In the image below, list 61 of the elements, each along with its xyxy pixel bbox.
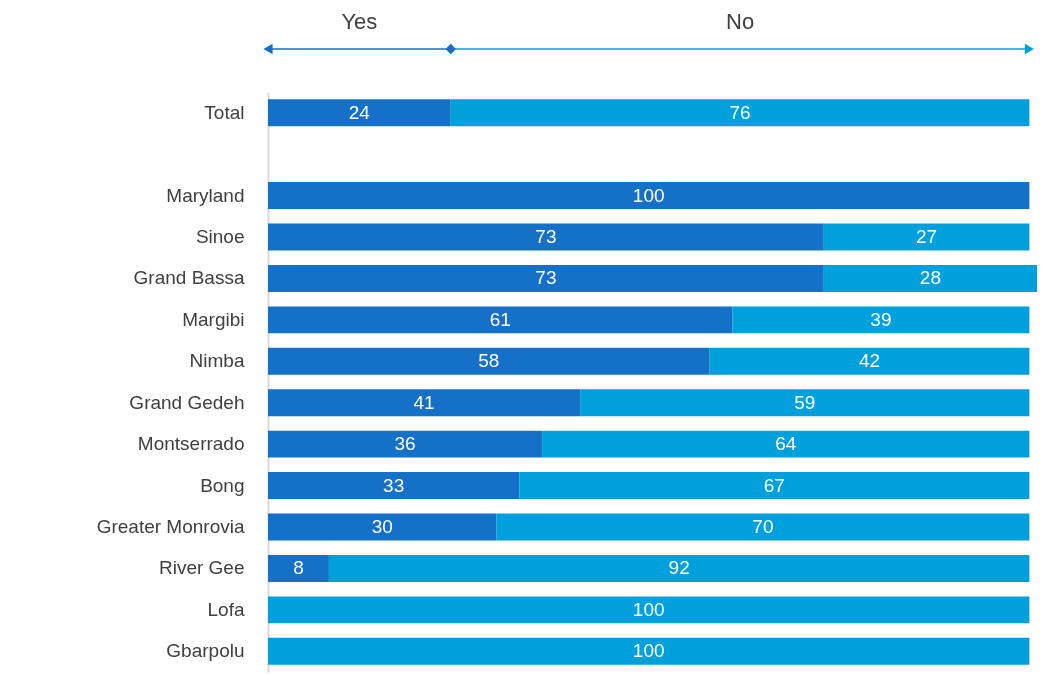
data-label: 8 bbox=[293, 557, 304, 579]
y-tick-label: Grand Gedeh bbox=[129, 391, 245, 413]
data-label: 73 bbox=[535, 267, 557, 289]
data-label: 100 bbox=[632, 640, 665, 662]
bar bbox=[328, 554, 1030, 582]
y-tick-label: Bong bbox=[200, 474, 245, 496]
y-tick-label: Nimba bbox=[189, 350, 245, 372]
data-label: 76 bbox=[729, 101, 751, 123]
y-tick-label: Greater Monrovia bbox=[96, 516, 245, 537]
data-label: 92 bbox=[668, 557, 690, 579]
data-label: 61 bbox=[489, 308, 511, 330]
data-label: 100 bbox=[632, 598, 665, 620]
data-label: 42 bbox=[858, 350, 881, 372]
bar bbox=[823, 264, 1037, 292]
bar bbox=[268, 637, 1030, 665]
bar bbox=[268, 99, 451, 127]
bar bbox=[268, 554, 329, 582]
bar bbox=[580, 389, 1030, 417]
y-tick-label: Grand Bassa bbox=[133, 267, 245, 289]
bar bbox=[268, 306, 733, 334]
y-tick-label: Maryland bbox=[166, 184, 245, 206]
y-tick-label: Sinoe bbox=[195, 226, 245, 247]
bar bbox=[823, 223, 1030, 251]
data-label: 58 bbox=[478, 350, 500, 372]
bar bbox=[519, 472, 1030, 500]
data-label: 73 bbox=[535, 226, 557, 247]
bar bbox=[268, 389, 581, 417]
data-label: 100 bbox=[632, 184, 665, 206]
bar bbox=[268, 182, 1030, 210]
y-tick-label: Montserrado bbox=[137, 433, 245, 455]
text: Yes bbox=[341, 9, 378, 34]
data-label: 41 bbox=[413, 391, 435, 413]
bar bbox=[268, 472, 520, 500]
bar bbox=[268, 264, 824, 292]
y-tick-label: Gbarpolu bbox=[166, 640, 245, 662]
bar bbox=[268, 513, 497, 541]
y-tick-label: River Gee bbox=[158, 557, 245, 579]
data-label: 70 bbox=[752, 516, 774, 537]
data-label: 27 bbox=[916, 226, 938, 247]
bar bbox=[542, 430, 1030, 458]
data-label: 24 bbox=[348, 101, 371, 123]
bar bbox=[709, 347, 1030, 375]
bar bbox=[268, 430, 543, 458]
bar bbox=[268, 347, 710, 375]
bar bbox=[268, 223, 824, 251]
y-tick-label: Margibi bbox=[182, 308, 245, 330]
data-label: 64 bbox=[775, 433, 797, 455]
data-label: 33 bbox=[383, 474, 405, 496]
y-tick-label: Total bbox=[204, 101, 245, 123]
data-label: 39 bbox=[870, 308, 892, 330]
data-label: 28 bbox=[919, 267, 941, 289]
data-label: 67 bbox=[763, 474, 785, 496]
bar bbox=[496, 513, 1030, 541]
data-label: 59 bbox=[794, 391, 816, 413]
bar bbox=[450, 99, 1030, 127]
text: No bbox=[726, 9, 755, 34]
data-label: 30 bbox=[371, 516, 393, 537]
data-label: 36 bbox=[394, 433, 416, 455]
bar bbox=[732, 306, 1030, 334]
bar bbox=[268, 596, 1030, 624]
y-tick-label: Lofa bbox=[207, 598, 245, 620]
